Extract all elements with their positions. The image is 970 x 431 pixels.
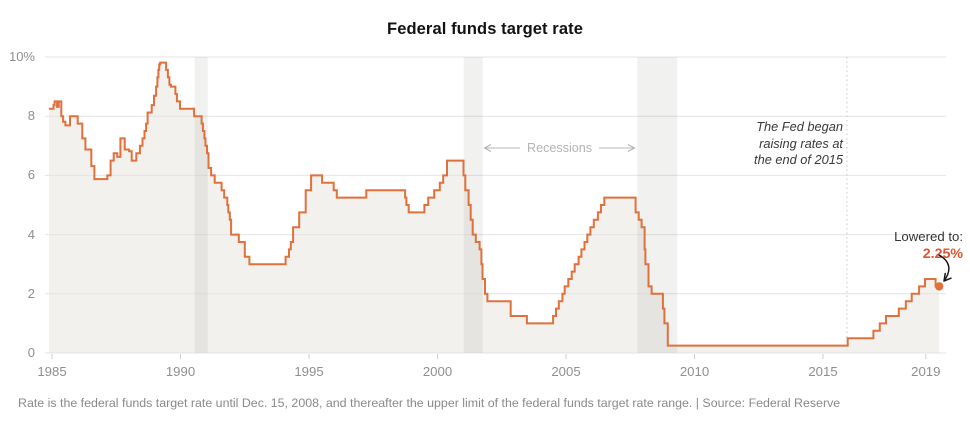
- fed-note-annotation: The Fed began raising rates at the end o…: [754, 119, 843, 167]
- footnote: Rate is the federal funds target rate un…: [18, 396, 841, 410]
- y-axis-label: 10%: [8, 49, 35, 64]
- y-axis-label: 6: [27, 167, 35, 183]
- recessions-annotation: Recessions: [483, 141, 636, 155]
- rate-line: [48, 61, 940, 347]
- recession-band: [637, 57, 678, 353]
- lowered-annotation: Lowered to: 2.25%: [763, 229, 963, 262]
- left-arrow-icon: [483, 144, 520, 152]
- lowered-label: Lowered to:: [894, 229, 963, 244]
- recessions-label: Recessions: [527, 141, 593, 155]
- y-axis-label: 0: [27, 345, 35, 360]
- x-axis-label: 1985: [37, 364, 67, 379]
- arrow-to-dot-icon: [938, 254, 952, 282]
- x-axis-label: 2015: [808, 364, 838, 379]
- x-axis-label: 2010: [679, 364, 710, 379]
- area-fill: [48, 62, 940, 353]
- x-axis-label: 2000: [422, 364, 453, 379]
- recession-band: [463, 57, 483, 353]
- right-arrow-icon: [599, 144, 636, 152]
- lowered-value: 2.25%: [922, 246, 963, 262]
- x-axis-label: 1995: [294, 364, 324, 379]
- y-axis-label: 2: [27, 285, 35, 301]
- y-axis-label: 8: [27, 108, 35, 124]
- chart-title: Federal funds target rate: [387, 20, 583, 38]
- x-axis-label: 2019: [911, 364, 941, 379]
- x-axis-label: 1990: [165, 364, 196, 379]
- y-axis-label: 4: [27, 226, 35, 242]
- recession-band: [194, 57, 208, 353]
- x-axis-label: 2005: [551, 364, 581, 379]
